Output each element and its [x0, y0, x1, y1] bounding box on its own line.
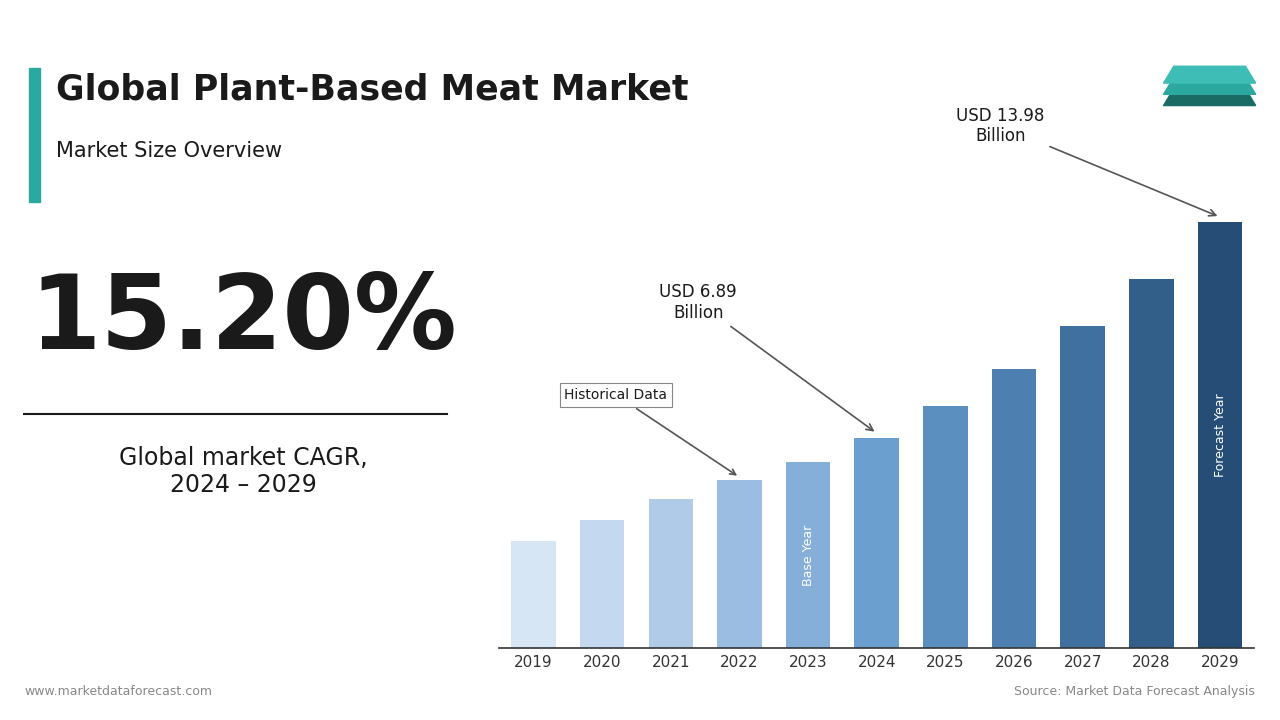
Text: USD 13.98
Billion: USD 13.98 Billion [956, 107, 1216, 216]
Text: Source: Market Data Forecast Analysis: Source: Market Data Forecast Analysis [1014, 685, 1254, 698]
Text: 15.20%: 15.20% [29, 270, 457, 371]
Bar [923, 405, 968, 648]
Bar [992, 369, 1037, 648]
Polygon shape [1164, 89, 1256, 106]
Text: Global market CAGR,
2024 – 2029: Global market CAGR, 2024 – 2029 [119, 446, 367, 498]
Bar [1060, 326, 1105, 648]
Bar [1198, 222, 1243, 648]
Bar [29, 68, 40, 202]
Text: Base Year: Base Year [801, 524, 814, 585]
Bar [580, 520, 625, 648]
Text: www.marketdataforecast.com: www.marketdataforecast.com [24, 685, 212, 698]
Bar [855, 438, 899, 648]
Text: Global Plant-Based Meat Market: Global Plant-Based Meat Market [56, 73, 689, 107]
Bar [511, 541, 556, 648]
Bar [1129, 279, 1174, 648]
Text: Forecast Year: Forecast Year [1213, 393, 1226, 477]
Bar [649, 498, 694, 648]
Polygon shape [1164, 78, 1256, 94]
Polygon shape [1164, 66, 1256, 83]
Bar [717, 480, 762, 648]
Text: Market Size Overview: Market Size Overview [56, 141, 282, 161]
Bar [786, 462, 831, 648]
Text: Historical Data: Historical Data [564, 388, 736, 474]
Text: USD 6.89
Billion: USD 6.89 Billion [659, 283, 873, 431]
